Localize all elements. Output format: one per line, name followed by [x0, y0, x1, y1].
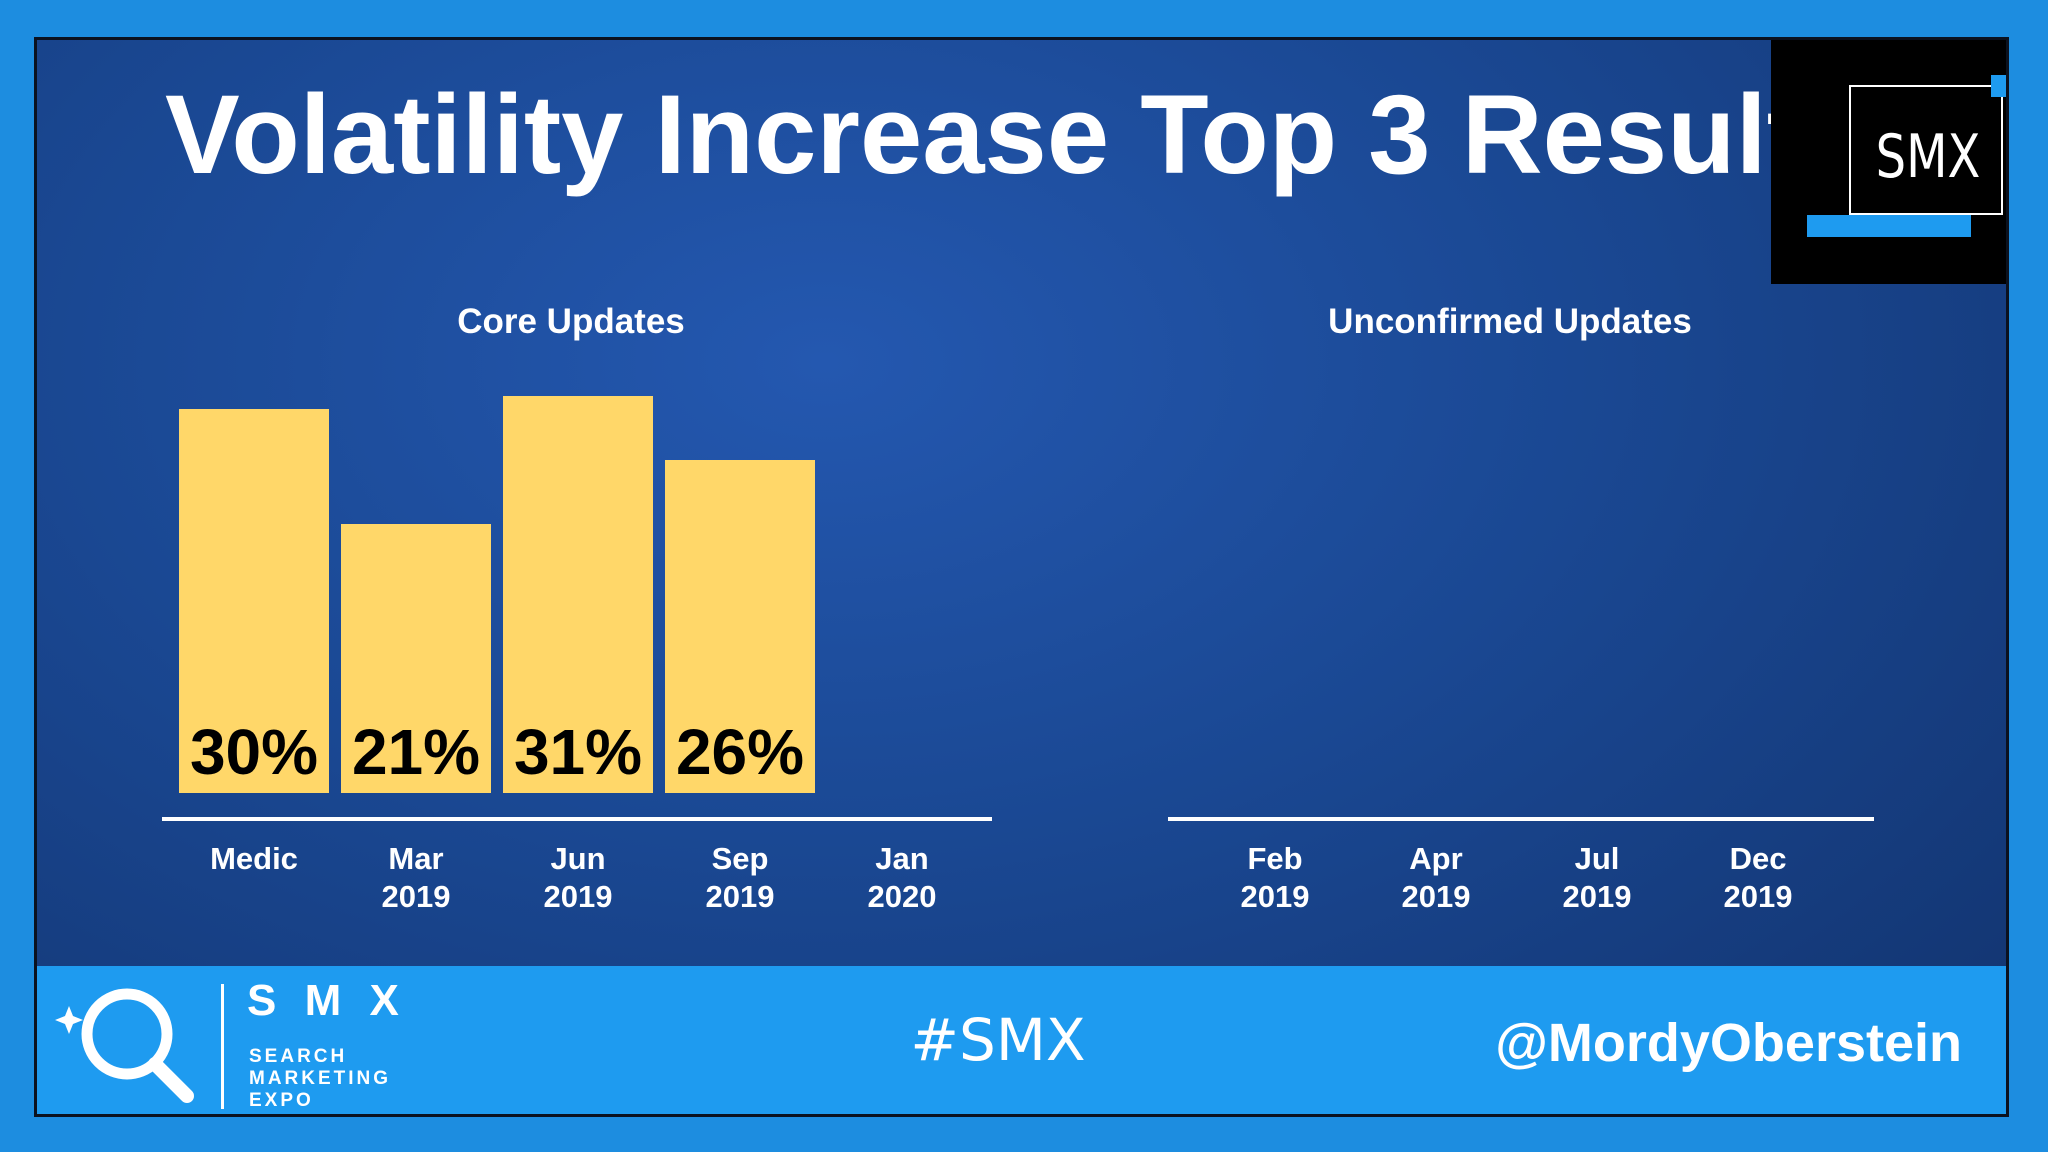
bar: 30%: [179, 409, 329, 793]
bar: 31%: [503, 396, 653, 793]
x-axis: [162, 817, 992, 821]
slide-title: Volatility Increase Top 3 Results: [165, 72, 1867, 197]
handle: @MordyOberstein: [1495, 1013, 1962, 1073]
chart-title: Core Updates: [457, 302, 685, 341]
logo-line: MARKETING: [249, 1068, 392, 1089]
badge-box: SMX: [1849, 75, 2006, 215]
x-tick-label: Dec 2019: [1723, 841, 1793, 914]
badge-bar: [1807, 215, 1971, 237]
x-tick-label: Medic: [210, 841, 298, 876]
badge-corner: [1991, 75, 2006, 97]
x-tick-label: Feb 2019: [1240, 841, 1310, 914]
logo-name: S M X: [247, 976, 407, 1025]
logo-line: EXPO: [249, 1090, 314, 1111]
hashtag: #SMX: [910, 1006, 1086, 1074]
data-label: 31%: [513, 715, 643, 788]
bar: 26%: [665, 460, 815, 793]
badge-text: SMX: [1875, 122, 1981, 192]
logo-icon: [55, 988, 194, 1103]
data-label: 21%: [351, 715, 481, 788]
x-tick-label: Sep 2019: [705, 841, 775, 914]
charts: Core Updates Medic 30% Mar 2019 21% Jun 2019 3…: [37, 40, 2006, 966]
x-tick-label: Jul 2019: [1562, 841, 1632, 914]
x-tick-label: Jan 2020: [867, 841, 937, 914]
x-tick-label: Apr 2019: [1401, 841, 1471, 914]
x-tick-label: Mar 2019: [381, 841, 451, 914]
logo-divider: [221, 984, 224, 1109]
chart-title: Unconfirmed Updates: [1328, 302, 1692, 341]
logo-line: SEARCH: [249, 1046, 348, 1067]
bar: 21%: [341, 524, 491, 793]
slide-frame: Volatility Increase Top 3 Results SMX Co…: [34, 37, 2009, 1117]
smx-badge: SMX: [1771, 40, 2006, 284]
data-label: 26%: [675, 715, 805, 788]
x-axis: [1168, 817, 1874, 821]
x-tick-label: Jun 2019: [543, 841, 613, 914]
footer: S M X SEARCH MARKETING EXPO #SMX @MordyO…: [37, 966, 2006, 1114]
data-label: 30%: [189, 716, 319, 788]
